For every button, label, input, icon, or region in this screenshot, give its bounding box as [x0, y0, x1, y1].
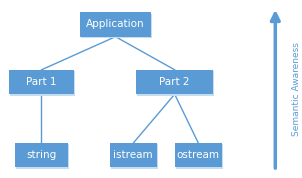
Text: string: string: [26, 150, 56, 160]
Text: ostream: ostream: [177, 150, 220, 160]
FancyBboxPatch shape: [16, 145, 69, 169]
Text: Part 1: Part 1: [26, 77, 57, 87]
FancyBboxPatch shape: [111, 145, 158, 169]
FancyBboxPatch shape: [175, 143, 222, 167]
FancyBboxPatch shape: [80, 12, 151, 37]
Text: istream: istream: [114, 150, 153, 160]
FancyBboxPatch shape: [110, 143, 157, 167]
Text: Application: Application: [86, 19, 145, 29]
FancyBboxPatch shape: [176, 145, 223, 169]
FancyBboxPatch shape: [136, 70, 213, 94]
FancyBboxPatch shape: [137, 71, 214, 96]
FancyBboxPatch shape: [9, 70, 74, 94]
FancyBboxPatch shape: [10, 71, 75, 96]
Text: Semantic Awareness: Semantic Awareness: [292, 42, 300, 136]
FancyBboxPatch shape: [15, 143, 68, 167]
FancyBboxPatch shape: [81, 14, 152, 38]
Text: Part 2: Part 2: [159, 77, 190, 87]
